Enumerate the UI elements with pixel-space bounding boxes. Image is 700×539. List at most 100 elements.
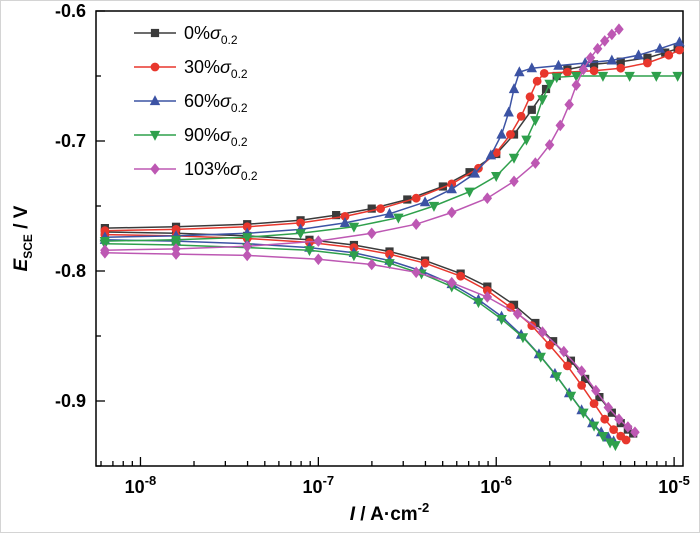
data-point-marker	[150, 62, 160, 72]
data-point-marker	[544, 79, 555, 90]
legend-entry-60%: 60%σ0.2	[134, 91, 248, 115]
data-point-marker	[506, 130, 515, 139]
data-point-marker	[537, 326, 548, 338]
data-point-marker	[592, 42, 603, 55]
data-point-marker	[525, 92, 535, 102]
legend-label: 0%σ0.2	[184, 23, 238, 47]
data-point-marker	[419, 196, 431, 207]
data-point-marker	[603, 401, 614, 414]
legend: 0%σ0.2 30%σ0.2 60%σ0.2 90%σ0.2 103%σ0.2	[134, 23, 258, 183]
axes	[96, 10, 675, 467]
data-point-marker	[332, 211, 341, 220]
data-point-marker	[521, 135, 532, 146]
data-point-marker	[530, 157, 541, 169]
data-point-marker	[313, 235, 324, 247]
data-point-marker	[672, 71, 683, 82]
data-point-marker	[241, 233, 253, 244]
x-tick-label: 10-6	[480, 473, 512, 497]
data-point-marker	[516, 111, 526, 121]
data-point-marker	[469, 167, 481, 178]
series-2-cathodic-line	[104, 239, 615, 442]
data-point-marker	[150, 163, 160, 175]
data-point-marker	[578, 63, 589, 76]
data-point-marker	[589, 66, 599, 76]
data-point-marker	[420, 258, 430, 268]
legend-entry-30%: 30%σ0.2	[134, 57, 248, 81]
data-point-marker	[616, 63, 626, 73]
data-point-marker	[99, 239, 111, 250]
data-point-marker	[366, 227, 377, 240]
data-point-marker	[571, 71, 582, 82]
data-point-marker	[555, 119, 566, 132]
data-point-marker	[600, 414, 610, 424]
y-tick-label: -0.8	[55, 261, 86, 281]
data-point-marker	[517, 333, 529, 344]
data-point-marker	[530, 116, 541, 127]
legend-entry-0%: 0%σ0.2	[134, 23, 238, 47]
data-point-marker	[537, 95, 548, 106]
x-tick-label: 10-7	[303, 473, 335, 497]
legend-label: 90%σ0.2	[184, 125, 248, 149]
data-point-marker	[526, 62, 538, 73]
data-point-marker	[496, 128, 507, 139]
data-point-marker	[503, 106, 514, 117]
series-0-anodic-line	[104, 47, 678, 229]
y-tick-label: -0.9	[55, 391, 86, 411]
data-point-marker	[571, 79, 582, 91]
data-point-marker	[643, 58, 652, 68]
data-point-marker	[539, 69, 549, 78]
data-point-marker	[614, 23, 624, 35]
data-point-marker	[597, 71, 609, 82]
data-point-marker	[313, 253, 324, 266]
data-point-marker	[532, 76, 542, 86]
data-point-marker	[576, 365, 587, 377]
data-point-marker	[496, 315, 507, 325]
data-point-marker	[508, 83, 520, 94]
data-point-marker	[367, 204, 376, 213]
data-point-marker	[621, 435, 631, 445]
data-point-marker	[562, 361, 572, 371]
data-point-marker	[599, 35, 610, 47]
series-4-anodic-line	[104, 28, 620, 251]
data-point-marker	[411, 218, 421, 230]
legend-label: 103%σ0.2	[184, 159, 258, 183]
series-3-anodic-line	[104, 75, 678, 242]
data-point-marker	[366, 258, 377, 271]
data-point-marker	[664, 50, 674, 60]
data-point-marker	[565, 391, 577, 402]
series-3-cathodic-line	[104, 242, 616, 446]
data-point-marker	[514, 66, 525, 77]
data-point-marker	[473, 298, 484, 309]
data-point-marker	[447, 206, 457, 219]
data-point-marker	[150, 28, 160, 38]
x-tick-label: 10-8	[125, 473, 157, 497]
data-point-marker	[447, 276, 457, 289]
data-point-marker	[464, 187, 475, 198]
data-point-marker	[411, 266, 421, 279]
legend-label: 30%σ0.2	[184, 57, 248, 81]
data-point-marker	[609, 425, 619, 435]
data-point-marker	[630, 426, 640, 438]
data-point-marker	[585, 52, 596, 64]
legend-label: 60%σ0.2	[184, 91, 248, 115]
data-point-marker	[610, 441, 621, 452]
data-point-marker	[588, 421, 600, 432]
data-point-marker	[384, 207, 395, 218]
data-point-marker	[100, 247, 110, 259]
series-103%-sigma	[100, 23, 640, 438]
data-point-marker	[512, 308, 523, 320]
data-point-marker	[456, 271, 466, 281]
legend-entry-103%: 103%σ0.2	[134, 159, 258, 183]
data-point-marker	[304, 246, 315, 257]
data-point-marker	[242, 249, 252, 262]
legend-entry-90%: 90%σ0.2	[134, 125, 248, 149]
data-point-marker	[149, 95, 161, 106]
data-point-marker	[339, 217, 351, 227]
x-tick-label: 10-5	[658, 473, 690, 497]
data-point-marker	[553, 59, 564, 70]
data-point-marker	[562, 67, 572, 77]
data-point-marker	[606, 54, 618, 65]
data-point-marker	[633, 49, 644, 60]
